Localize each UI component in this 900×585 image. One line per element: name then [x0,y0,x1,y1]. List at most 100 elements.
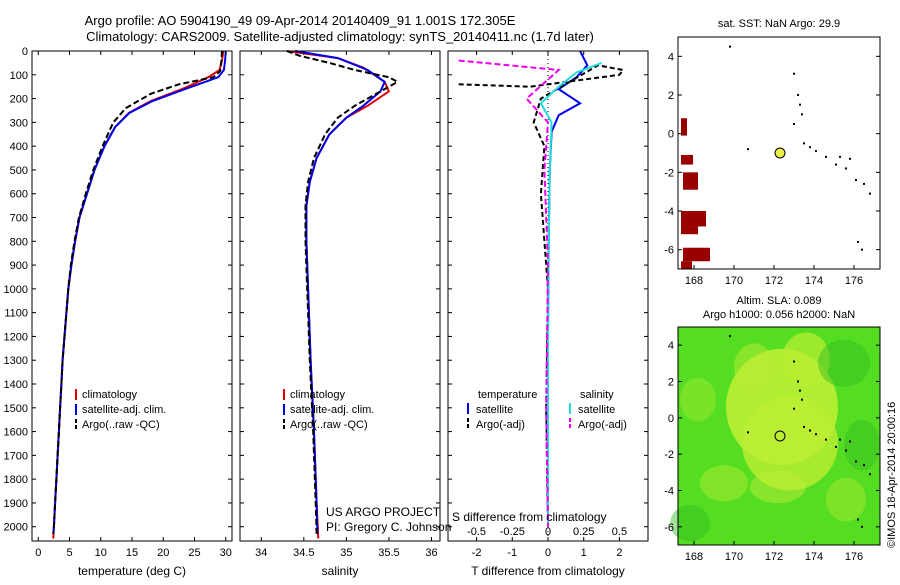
map-sst: 168 170 172 174 176 4 2 0 -2 -4 -6 [664,36,881,287]
series-salinity-0 [286,50,391,539]
xtick-label: 30 [220,547,232,559]
legend-entry-2: Argo(..raw -QC) [82,419,160,431]
ytick-label: 2000 [4,522,28,534]
map-ytick-label: 2 [668,90,674,102]
land-patch-5 [683,247,710,262]
island-16 [861,525,863,528]
map-ytick-label: -6 [664,245,674,257]
xtick-label: 0 [545,547,551,559]
map-xtick-label: 172 [765,551,783,563]
island-12 [855,460,857,463]
xtick-label: 34.5 [293,547,314,559]
xtick-label: 5 [66,547,72,559]
ytick-label: 0 [22,46,28,58]
map-sla: 168 170 172 174 176 4 2 0 -2 -4 -6 [664,326,881,563]
map-xtick-label: 170 [725,551,743,563]
island-7 [809,146,811,149]
sla-high-6 [680,377,716,422]
island-19 [747,148,749,151]
island-10 [835,163,837,166]
ytick-label: 300 [10,117,28,129]
xtick-label: -1 [507,547,517,559]
island-16 [861,248,863,251]
plot-difference: -2 -1 0 1 2 T difference from climatology -0.5… [447,50,649,578]
sla-high-3 [734,343,774,391]
ytick-label: 1800 [4,474,28,486]
sla-high-7 [826,477,866,522]
island-5 [793,407,795,410]
sla-map-title-1: Altim. SLA: 0.089 [737,295,822,307]
island-6 [803,142,805,145]
argo-location-marker [774,147,786,159]
island-15 [863,464,865,467]
credit-line-1: US ARGO PROJECT [326,505,441,519]
ytick-label: 100 [10,70,28,82]
island-6 [803,425,805,428]
island-14 [849,157,851,160]
xtick-label: 34 [255,547,267,559]
xtick-label: 20 [157,547,169,559]
ytick-label: 1000 [4,284,28,296]
axes-frame-salinity [239,50,441,542]
xtick-label: 0 [35,547,41,559]
island-11 [845,167,847,170]
top-axis-tick-label: -0.5 [467,526,486,538]
ytick-label: 900 [10,260,28,272]
map-ytick-label: -4 [664,206,674,218]
island-19 [747,431,749,434]
island-0 [729,45,731,48]
map-xtick-label: 174 [805,551,823,563]
top-axis-tick-label: 0 [545,526,551,538]
island-18 [869,192,871,195]
map-ytick-label: 4 [668,51,674,63]
map-xtick-label: 174 [805,275,823,287]
island-9 [825,438,827,441]
island-0 [729,335,731,338]
island-1 [793,360,795,363]
xtick-label: -2 [472,547,482,559]
xtick-label: 35.5 [378,547,399,559]
map-frame [677,36,881,270]
legend-title-salinity: salinity [580,389,614,401]
land-patch-1 [681,154,693,165]
island-1 [793,72,795,75]
ytick-label: 1300 [4,355,28,367]
xtick-label: 25 [188,547,200,559]
map-ytick-label: 2 [668,377,674,389]
series-temperature-2 [52,50,223,534]
map-xtick-label: 176 [845,275,863,287]
ytick-label: 1600 [4,427,28,439]
legend-entry-0: satellite [476,404,513,416]
map-ytick-label: -4 [664,486,674,498]
sla-high-4 [700,465,748,502]
map-xtick-label: 168 [685,275,703,287]
series-salinity-1 [295,50,386,534]
plot-salinity: 34 34.5 35 35.5 36 salinity climatology satelli… [239,50,441,578]
maps: 168 170 172 174 176 4 2 0 -2 -4 -6 168 170 172 174 176 4… [664,18,881,563]
top-axis-tick-label: -0.25 [500,526,525,538]
island-5 [793,123,795,125]
ytick-label: 1100 [4,308,28,320]
imos-watermark: ©IMOS 18-Apr-2014 20:00:16 [886,402,898,548]
legend-entry-2: satellite [578,404,615,416]
map-titles: sat. SST: NaN Argo: 29.9 Altim. SLA: 0.08… [703,18,855,321]
sst-map-title: sat. SST: NaN Argo: 29.9 [718,18,840,30]
legend-entry-1: Argo(-adj) [476,419,525,431]
island-13 [839,155,841,158]
top-axis-tick-label: 0.5 [612,526,627,538]
map-xtick-label: 176 [845,551,863,563]
map-xtick-label: 170 [725,275,743,287]
land-patch-3 [681,211,706,227]
ytick-label: 500 [10,165,28,177]
island-17 [857,240,859,243]
xtick-label: 2 [616,547,622,559]
sla-high-1 [742,396,838,491]
land-patch-6 [681,261,692,269]
island-8 [815,433,817,436]
ytick-label: 600 [10,189,28,201]
land-patch-4 [681,226,698,235]
legend-entry-1: satellite-adj. clim. [290,404,374,416]
sla-high-5 [750,470,806,504]
sla-map-title-2: Argo h1000: 0.056 h2000: NaN [703,309,855,321]
